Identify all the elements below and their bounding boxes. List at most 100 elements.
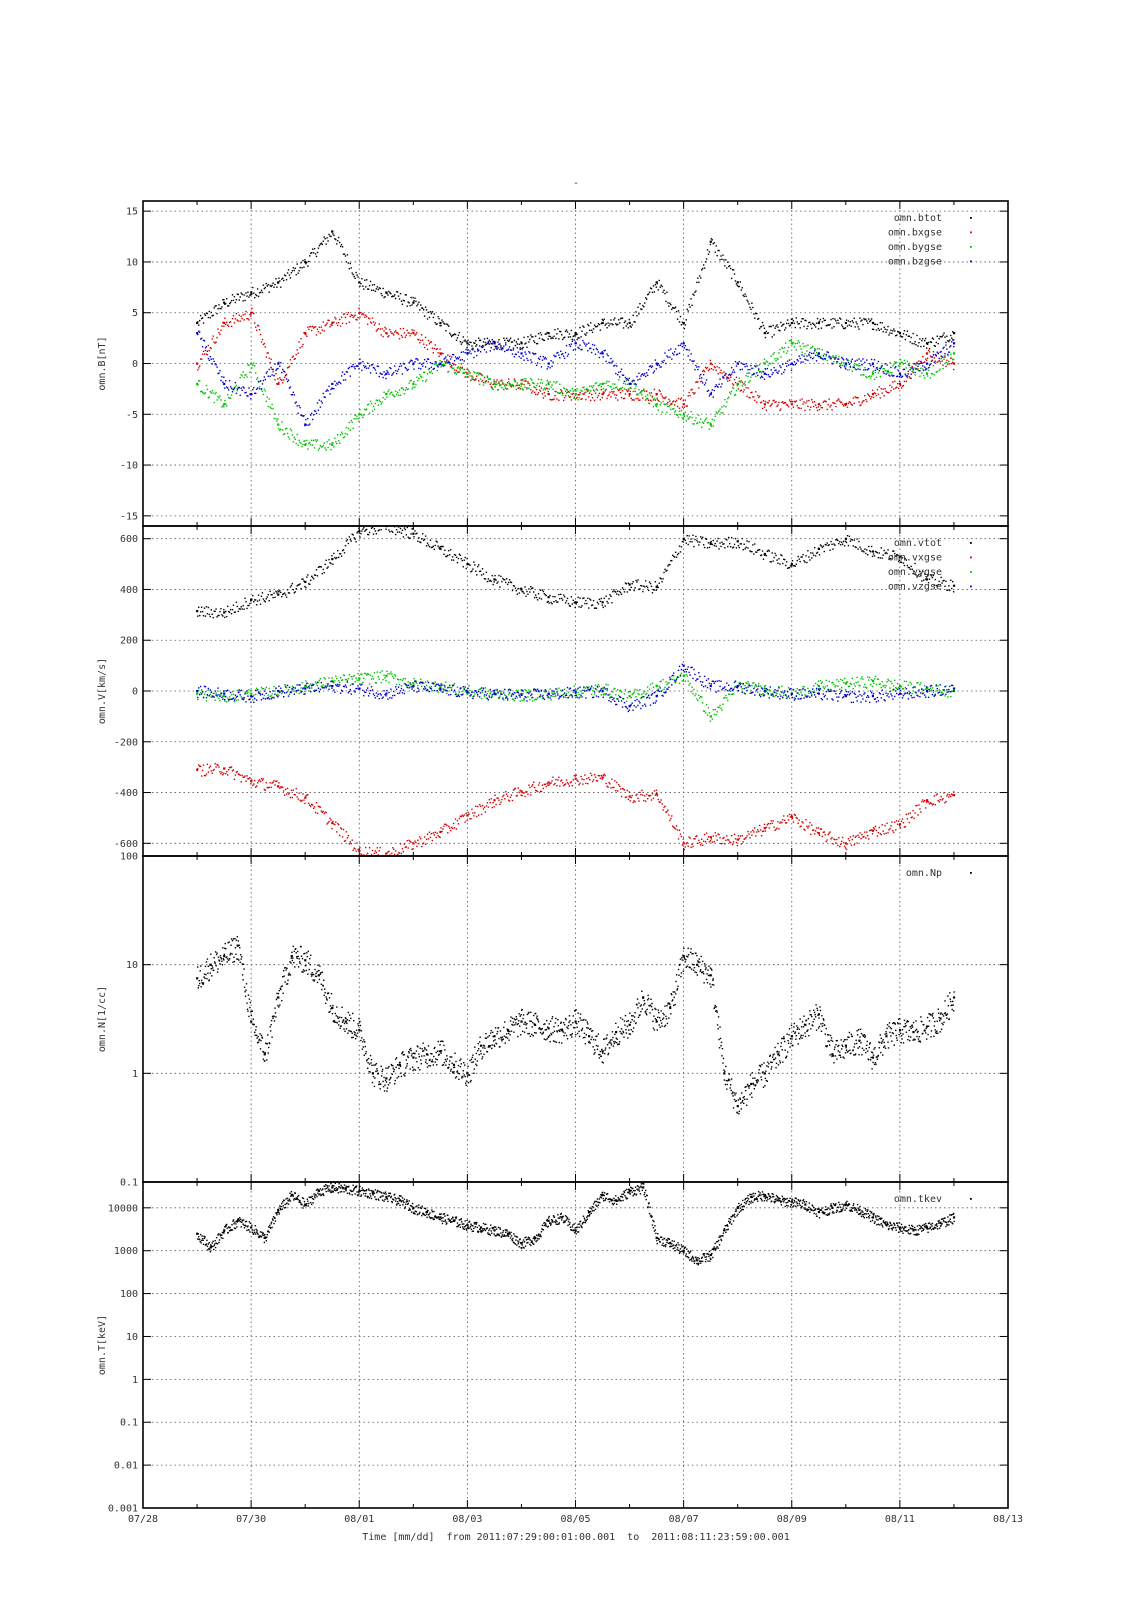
scatter-dot [780, 408, 782, 410]
scatter-dot [329, 443, 331, 445]
scatter-dot [367, 367, 370, 369]
scatter-dot [528, 588, 530, 590]
scatter-dot [680, 546, 683, 548]
scatter-dot [715, 369, 717, 371]
scatter-dot [387, 371, 389, 373]
scatter-dot [888, 374, 890, 376]
scatter-dot [532, 587, 534, 589]
scatter-dot [582, 386, 584, 389]
scatter-dot [501, 798, 503, 801]
scatter-dot [332, 820, 334, 823]
scatter-dot [583, 393, 585, 395]
scatter-dot [669, 404, 671, 407]
scatter-dot [508, 384, 511, 386]
scatter-dot [794, 326, 797, 329]
scatter-dot [422, 307, 424, 310]
scatter-dot [407, 368, 409, 371]
scatter-dot [952, 339, 955, 341]
scatter-dot [860, 404, 862, 406]
scatter-dot [288, 387, 291, 389]
scatter-dot [300, 337, 302, 340]
scatter-dot [320, 400, 323, 402]
scatter-dot [238, 314, 240, 316]
scatter-dot [556, 784, 558, 787]
scatter-dot [857, 368, 859, 370]
scatter-dot [395, 528, 398, 531]
scatter-dot [809, 559, 811, 561]
scatter-dot [876, 552, 879, 554]
scatter-dot [325, 243, 327, 245]
scatter-dot [623, 397, 626, 400]
scatter-dot [515, 388, 518, 391]
scatter-dot [204, 314, 207, 317]
scatter-dot [792, 342, 795, 344]
scatter-dot [910, 336, 912, 339]
scatter-dot [602, 388, 604, 390]
scatter-dot [875, 394, 878, 397]
scatter-dot [836, 838, 838, 841]
scatter-dot [659, 390, 661, 393]
scatter-dot [781, 821, 783, 824]
scatter-dot [623, 591, 626, 593]
scatter-dot [780, 554, 782, 556]
scatter-dot [903, 380, 906, 383]
scatter-dot [728, 373, 731, 376]
scatter-dot [524, 343, 526, 345]
scatter-dot [876, 366, 879, 369]
scatter-dot [667, 356, 669, 358]
scatter-dot [311, 325, 314, 328]
scatter-dot [924, 358, 927, 360]
scatter-dot [529, 384, 531, 386]
scatter-dot [577, 346, 579, 349]
scatter-dot [752, 373, 754, 376]
scatter-dot [250, 397, 252, 400]
scatter-dot [423, 538, 426, 541]
scatter-dot [700, 536, 702, 538]
scatter-dot [799, 560, 801, 563]
scatter-dot [691, 304, 693, 307]
scatter-dot [881, 824, 883, 826]
scatter-dot [905, 559, 908, 561]
scatter-dot [443, 363, 445, 366]
scatter-dot [684, 344, 686, 347]
scatter-dot [550, 386, 552, 388]
scatter-dot [286, 787, 289, 790]
scatter-dot [874, 392, 877, 395]
scatter-dot [241, 317, 243, 320]
scatter-dot [664, 805, 666, 807]
scatter-dot [617, 790, 619, 792]
scatter-dot [840, 318, 842, 320]
scatter-dot [545, 384, 547, 386]
scatter-dot [933, 357, 936, 359]
scatter-dot [734, 280, 737, 282]
scatter-dot [311, 418, 314, 421]
scatter-dot [241, 774, 243, 777]
scatter-dot [469, 375, 471, 377]
scatter-dot [704, 840, 707, 843]
scatter-dot [806, 561, 808, 564]
scatter-dot [933, 373, 936, 376]
scatter-dot [869, 377, 872, 379]
scatter-dot [740, 843, 742, 845]
data-point [736, 281, 739, 284]
scatter-dot [758, 824, 761, 827]
scatter-dot [698, 366, 700, 368]
scatter-dot [233, 387, 236, 389]
scatter-dot [280, 786, 282, 788]
data-point [655, 281, 658, 284]
scatter-dot [619, 387, 622, 389]
scatter-dot [751, 302, 753, 304]
scatter-dot [430, 341, 433, 343]
scatter-dot [682, 399, 685, 402]
scatter-dot [507, 381, 510, 383]
scatter-dot [723, 543, 725, 545]
scatter-dot [885, 390, 887, 392]
scatter-dot [823, 400, 826, 402]
data-point [628, 795, 631, 798]
scatter-dot [913, 343, 915, 345]
scatter-dot [426, 542, 429, 544]
scatter-dot [711, 543, 714, 546]
scatter-dot [598, 775, 601, 777]
scatter-dot [906, 330, 909, 332]
scatter-dot [441, 830, 443, 833]
